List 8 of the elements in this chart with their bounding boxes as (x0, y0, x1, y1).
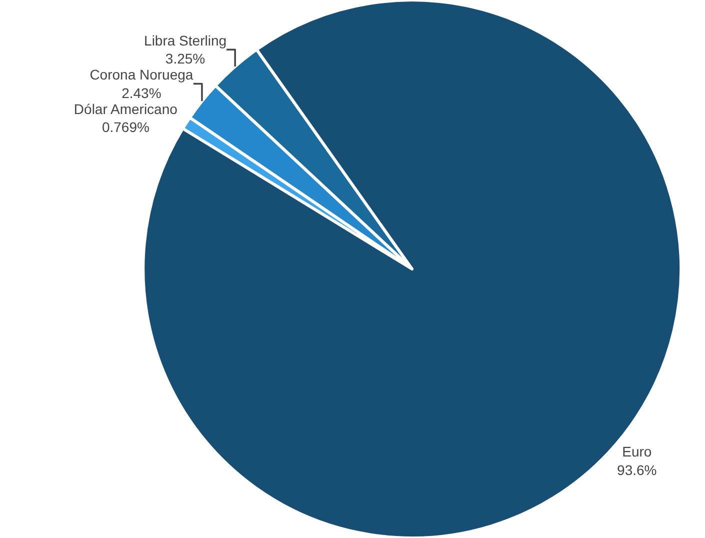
slice-label: Corona Noruega (90, 66, 194, 83)
data-label: 0.769% (102, 119, 150, 136)
slice-label: Dólar Americano (74, 100, 178, 117)
slice-label: Libra Sterling (144, 32, 227, 48)
slice-label: Euro (622, 444, 652, 460)
data-label: 93.6% (617, 462, 657, 478)
data-label: 2.43% (122, 84, 162, 101)
data-label: 3.25% (165, 50, 206, 67)
